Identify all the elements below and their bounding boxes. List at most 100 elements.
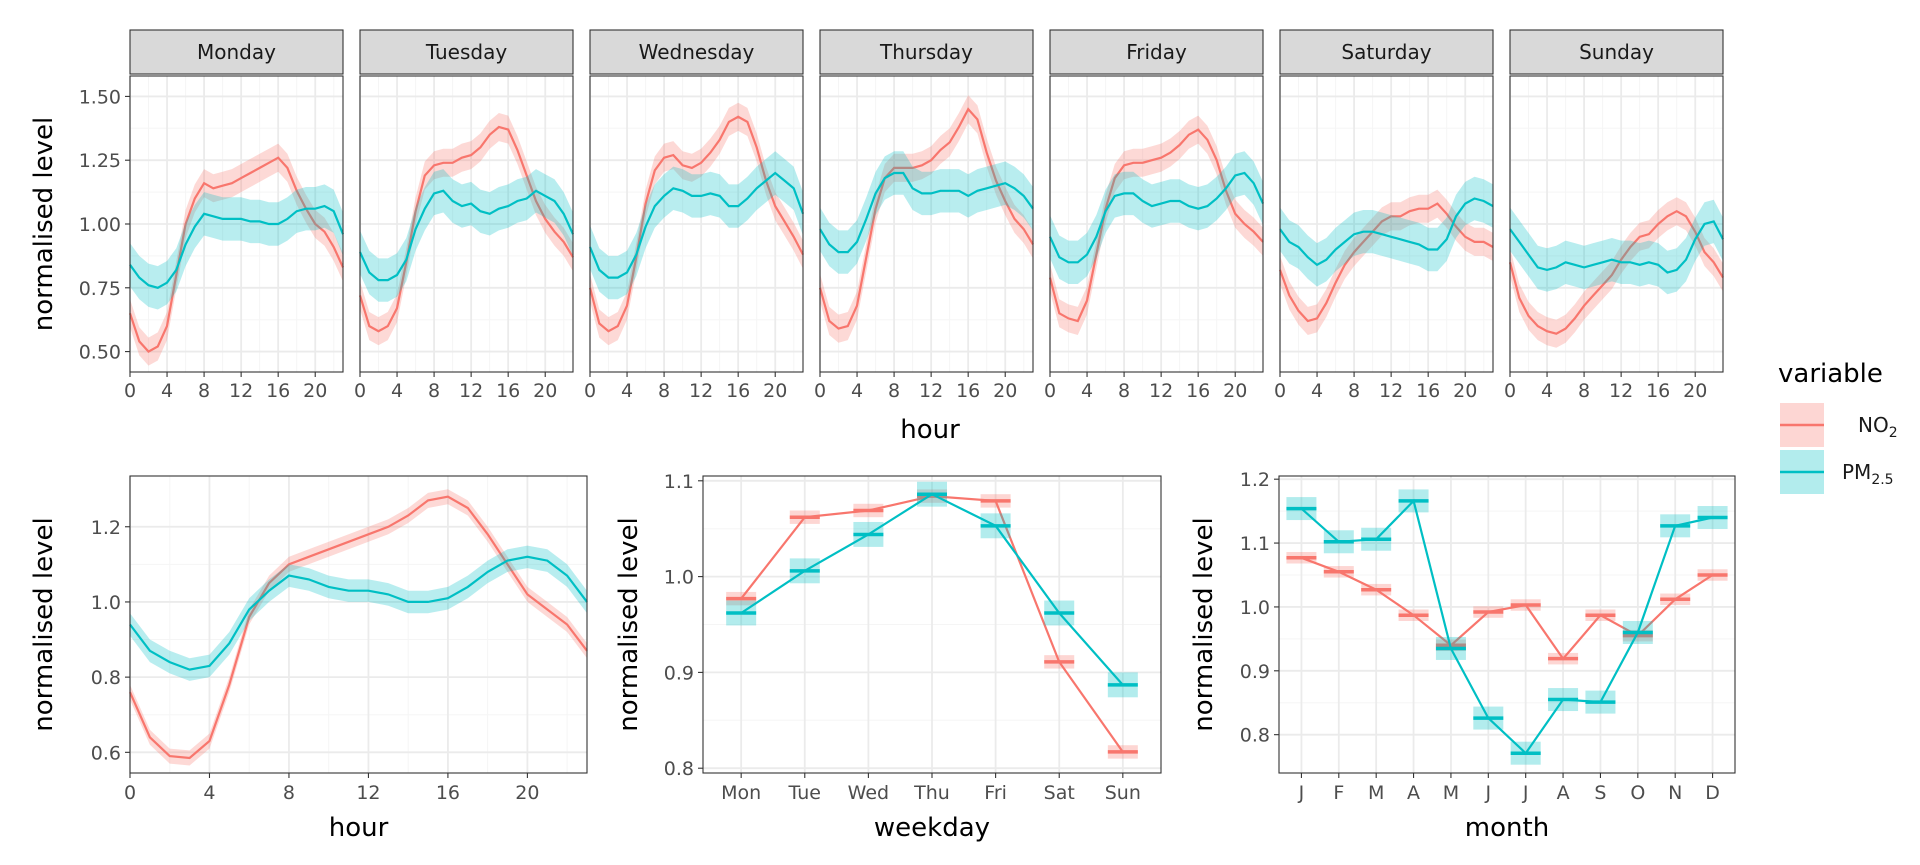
x-tick-label: 12	[459, 380, 483, 402]
facet-strip	[1509, 29, 1724, 75]
x-tick-label: 0	[1274, 380, 1286, 402]
x-tick-label: 0	[814, 380, 826, 402]
y-tick-label: 1.0	[1240, 597, 1270, 619]
no2-line	[1301, 556, 1714, 661]
facet-strip-label: Monday	[197, 40, 276, 64]
panel-background	[130, 476, 587, 773]
x-tick-label: 4	[851, 380, 863, 402]
facet-strip-label: Saturday	[1341, 40, 1431, 64]
legend-label: PM2.5	[1842, 460, 1894, 488]
pm25-line	[1048, 171, 1265, 264]
x-tick-label: 8	[1348, 380, 1360, 402]
no2-confidence-band	[1510, 197, 1723, 348]
legend-label-main: NO	[1858, 413, 1889, 437]
no2-line	[128, 495, 588, 760]
panel-background	[1279, 476, 1735, 773]
pm25-confidence-band	[1050, 151, 1263, 284]
x-tick-label: S	[1594, 782, 1606, 804]
panel-border	[129, 475, 588, 774]
x-tick-label: 4	[203, 782, 215, 804]
x-tick-label: Wed	[848, 782, 889, 804]
x-tick-label: N	[1668, 782, 1682, 804]
x-tick-label: 12	[229, 380, 253, 402]
legend-label-subscript: 2	[1889, 425, 1898, 441]
y-tick-label: 0.9	[1240, 661, 1270, 683]
facet-strip	[129, 29, 344, 75]
y-tick-label: 0.75	[79, 278, 121, 300]
panel-border	[1279, 75, 1494, 373]
x-tick-label: 12	[1609, 380, 1633, 402]
y-axis-title: normalised level	[1189, 517, 1219, 731]
x-tick-label: 16	[1186, 380, 1210, 402]
x-tick-label: 12	[689, 380, 713, 402]
x-tick-label: 20	[1223, 380, 1247, 402]
pm25-line	[588, 171, 805, 279]
x-tick-label: 8	[1118, 380, 1130, 402]
y-tick-label: 1.50	[79, 86, 121, 108]
x-tick-label: 20	[993, 380, 1017, 402]
y-tick-label: 0.50	[79, 342, 121, 364]
x-tick-label: 16	[436, 782, 460, 804]
x-tick-label: 16	[496, 380, 520, 402]
pm25-line	[129, 555, 588, 671]
x-tick-label: Fri	[984, 782, 1007, 804]
x-tick-label: 20	[303, 380, 327, 402]
facet-strip	[359, 29, 574, 75]
no2-confidence-band	[590, 102, 803, 346]
pm25-confidence-band	[1510, 199, 1723, 295]
x-tick-label: D	[1705, 782, 1720, 804]
no2-line	[358, 125, 574, 333]
x-tick-label: 0	[124, 782, 136, 804]
x-axis-title: weekday	[874, 813, 990, 843]
x-tick-label: Sat	[1044, 782, 1075, 804]
x-tick-label: 20	[1683, 380, 1707, 402]
facet-strip-label: Wednesday	[639, 40, 755, 64]
x-tick-label: 16	[956, 380, 980, 402]
facet-strip	[1049, 29, 1264, 75]
no2-line	[818, 107, 1034, 330]
x-tick-label: 20	[1453, 380, 1477, 402]
legend-label-main: PM	[1842, 460, 1871, 484]
x-tick-label: 0	[124, 380, 136, 402]
pm25-line	[1279, 197, 1494, 267]
facet-strip-label: Friday	[1126, 40, 1187, 64]
pm25-confidence-band	[820, 151, 1033, 274]
panel-border	[589, 75, 804, 373]
y-tick-label: 0.6	[91, 742, 121, 764]
x-tick-label: A	[1557, 782, 1570, 804]
x-tick-label: 4	[1541, 380, 1553, 402]
x-tick-label: 8	[428, 380, 440, 402]
x-tick-label: M	[1443, 782, 1459, 804]
pm25-line	[358, 189, 575, 282]
legend-item-pm25: PM2.5	[1780, 450, 1894, 494]
y-tick-label: 1.1	[664, 471, 694, 493]
no2-line	[588, 115, 804, 333]
x-tick-label: 4	[161, 380, 173, 402]
x-tick-label: 4	[391, 380, 403, 402]
no2-line	[1048, 128, 1264, 323]
facet-strip-label: Thursday	[879, 40, 973, 64]
x-tick-label: Mon	[721, 782, 761, 804]
x-tick-label: 8	[658, 380, 670, 402]
facet-panel-friday: Friday 0 4 8 12 16 20	[1044, 29, 1265, 402]
legend-item-no2: NO2	[1780, 403, 1898, 447]
facet-panel-wednesday: Wednesday 0 4 8 12 16 20	[584, 29, 805, 402]
x-tick-label: 20	[533, 380, 557, 402]
x-tick-label: 8	[283, 782, 295, 804]
legend-label: NO2	[1858, 413, 1898, 441]
x-tick-label: 8	[1578, 380, 1590, 402]
x-tick-label: 4	[1081, 380, 1093, 402]
y-axis-title: normalised level	[29, 517, 59, 731]
panel-border	[1278, 475, 1736, 774]
no2-line	[128, 156, 345, 353]
month-chart: J F M A M J J A S O N D 0.8 0.9 1.0 1.1 1.2 month normalis…	[1189, 469, 1736, 843]
x-tick-label: 16	[726, 380, 750, 402]
panel-border	[359, 75, 574, 373]
pm25-confidence-band	[130, 545, 587, 681]
x-tick-label: 8	[888, 380, 900, 402]
x-axis-title: month	[1465, 813, 1549, 843]
facet-strip	[1279, 29, 1494, 75]
x-tick-label: 20	[763, 380, 787, 402]
x-tick-label: 4	[621, 380, 633, 402]
pm25-line	[129, 204, 345, 289]
